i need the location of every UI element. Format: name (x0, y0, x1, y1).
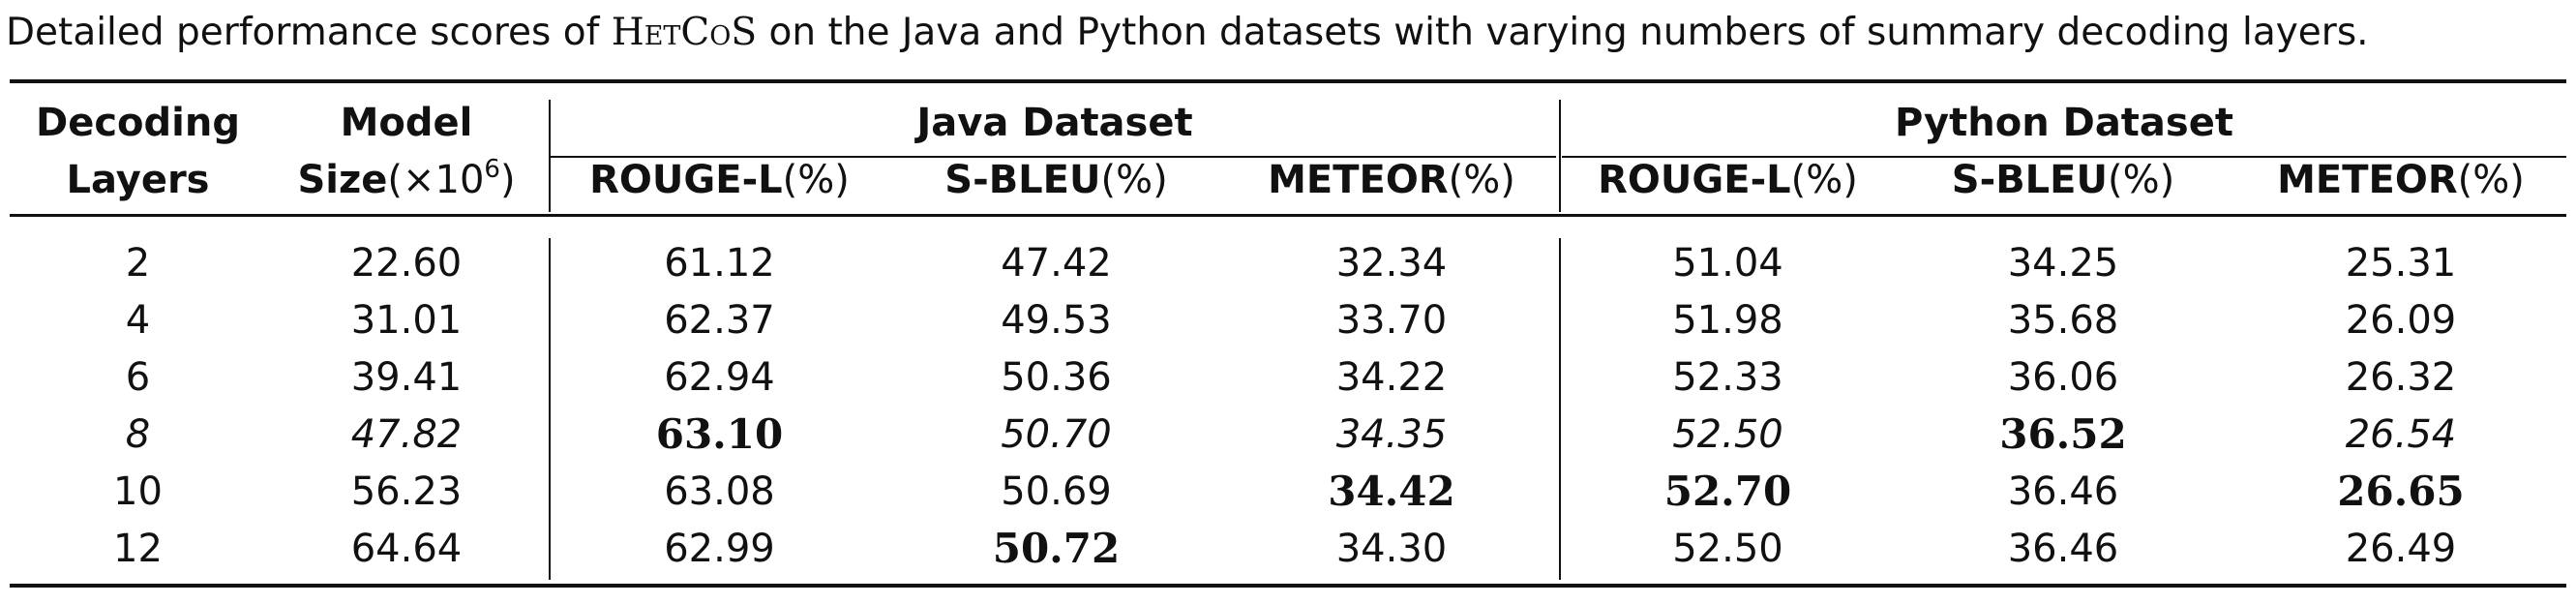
separator-model-java (549, 100, 551, 212)
cell-java-s-bleu: 49.53 (1001, 298, 1112, 343)
cell-python-rouge-l: 52.50 (1672, 527, 1783, 571)
header-metric-name: S-BLEU (1951, 158, 2108, 202)
cell-java-s-bleu: 50.36 (1001, 355, 1112, 400)
header-metric-name: METEOR (1268, 158, 1449, 202)
cell-java-s-bleu: 50.69 (1001, 469, 1112, 514)
cell-decoding-layers: 10 (113, 469, 163, 514)
header-java-dataset: Java Dataset (916, 101, 1193, 145)
header-rule (10, 214, 2566, 217)
cell-model-size: 47.82 (350, 412, 463, 457)
cell-python-rouge-l: 52.50 (1672, 412, 1783, 457)
cell-model-size: 31.01 (350, 298, 463, 343)
cell-model-size: 56.23 (350, 469, 463, 514)
caption-suffix: on the Java and Python datasets with var… (757, 11, 2369, 54)
table-caption: Detailed performance scores of HetCoS on… (6, 4, 2570, 62)
cell-model-size: 64.64 (350, 527, 463, 571)
cell-python-meteor: 26.65 (2337, 468, 2465, 515)
cell-python-s-bleu: 36.52 (1999, 410, 2127, 458)
cell-decoding-layers: 6 (125, 355, 151, 400)
cell-java-meteor: 34.35 (1335, 412, 1448, 457)
header-model-size-unit: (×10 (387, 158, 485, 202)
cell-python-rouge-l: 52.33 (1672, 355, 1783, 400)
cell-python-rouge-l: 51.04 (1672, 241, 1783, 286)
header-model-size-exponent: 6 (484, 155, 500, 184)
header-metric-unit: (%) (1448, 158, 1515, 202)
cell-model-size: 22.60 (350, 241, 463, 286)
java-cmidrule (550, 156, 1556, 158)
top-rule (10, 79, 2566, 83)
header-model-size-close: ) (499, 158, 516, 202)
header-decoding-layers-line1: Decoding (36, 101, 240, 145)
header-python-rouge-l: ROUGE-L(%) (1561, 152, 1895, 208)
separator-model-java-body (549, 238, 551, 580)
cell-python-s-bleu: 36.46 (2007, 469, 2119, 514)
cell-java-rouge-l: 63.10 (655, 410, 784, 458)
cell-decoding-layers: 4 (125, 298, 151, 343)
cell-java-s-bleu: 47.42 (1001, 241, 1112, 286)
python-cmidrule (1562, 156, 2566, 158)
cell-java-s-bleu: 50.72 (992, 525, 1121, 572)
cell-java-rouge-l: 62.37 (664, 298, 775, 343)
cell-java-meteor: 33.70 (1335, 298, 1448, 343)
header-model-size-line1: Model (340, 101, 473, 145)
header-metric-unit: (%) (1790, 158, 1858, 202)
cell-model-size: 39.41 (350, 355, 463, 400)
header-java-meteor: METEOR(%) (1224, 152, 1559, 208)
header-decoding-layers-line2: Layers (66, 158, 210, 202)
cell-java-s-bleu: 50.70 (1001, 412, 1112, 457)
header-metric-unit: (%) (1100, 158, 1168, 202)
header-model-size-label: Size (297, 158, 388, 202)
cell-python-s-bleu: 36.46 (2007, 527, 2119, 571)
cell-java-rouge-l: 62.99 (664, 527, 775, 571)
header-java-rouge-l: ROUGE-L(%) (551, 152, 888, 208)
cell-java-meteor: 34.22 (1335, 355, 1448, 400)
cell-python-meteor: 26.32 (2345, 355, 2457, 400)
cell-python-meteor: 26.09 (2345, 298, 2457, 343)
cell-java-meteor: 32.34 (1335, 241, 1448, 286)
header-python-dataset: Python Dataset (1895, 101, 2233, 145)
cell-java-rouge-l: 61.12 (664, 241, 775, 286)
header-metric-unit: (%) (2107, 158, 2175, 202)
header-metric-name: ROUGE-L (1598, 158, 1791, 202)
cell-decoding-layers: 8 (125, 412, 151, 457)
caption-model-name: HetCoS (611, 11, 758, 54)
header-metric-name: S-BLEU (944, 158, 1101, 202)
cell-python-meteor: 25.31 (2345, 241, 2457, 286)
cell-python-s-bleu: 35.68 (2007, 298, 2119, 343)
cell-decoding-layers: 12 (113, 527, 163, 571)
separator-java-python-body (1559, 238, 1561, 580)
header-metric-name: ROUGE-L (589, 158, 783, 202)
cell-python-s-bleu: 36.06 (2007, 355, 2119, 400)
cell-python-s-bleu: 34.25 (2007, 241, 2119, 286)
cell-decoding-layers: 2 (125, 241, 151, 286)
cell-java-rouge-l: 62.94 (664, 355, 775, 400)
cell-java-meteor: 34.30 (1335, 527, 1448, 571)
header-metric-unit: (%) (2457, 158, 2525, 202)
caption-prefix: Detailed performance scores of (6, 11, 612, 54)
header-metric-unit: (%) (782, 158, 850, 202)
cell-java-meteor: 34.42 (1328, 468, 1455, 515)
header-python-s-bleu: S-BLEU(%) (1895, 152, 2232, 208)
header-java-s-bleu: S-BLEU(%) (888, 152, 1224, 208)
cell-python-rouge-l: 51.98 (1672, 298, 1783, 343)
header-model-size-line2: Size(×106) (266, 152, 547, 208)
cell-python-meteor: 26.49 (2345, 527, 2457, 571)
cell-python-meteor: 26.54 (2345, 412, 2457, 457)
bottom-rule (10, 584, 2566, 588)
cell-java-rouge-l: 63.08 (664, 469, 775, 514)
header-metric-name: METEOR (2277, 158, 2458, 202)
separator-java-python (1559, 100, 1561, 212)
header-python-meteor: METEOR(%) (2232, 152, 2570, 208)
cell-python-rouge-l: 52.70 (1663, 468, 1792, 515)
